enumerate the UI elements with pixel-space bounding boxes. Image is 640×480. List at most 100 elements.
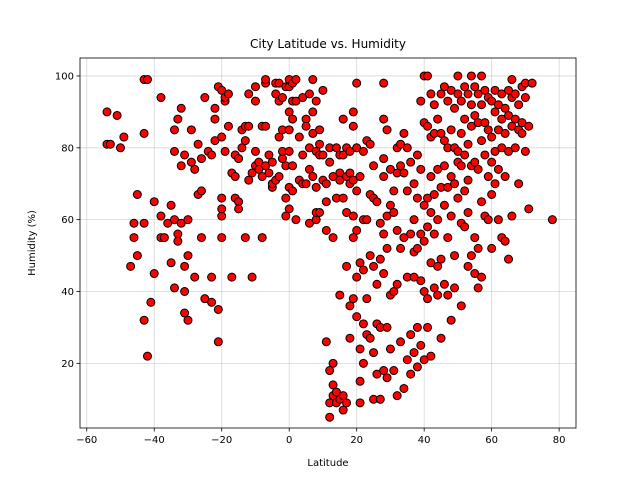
data-point bbox=[524, 204, 534, 214]
data-point bbox=[409, 272, 419, 282]
y-tick-label: 40 bbox=[61, 287, 74, 298]
data-point bbox=[439, 82, 449, 92]
data-point bbox=[433, 164, 443, 174]
x-tick-label: 80 bbox=[553, 435, 566, 446]
data-point bbox=[301, 179, 311, 189]
data-point bbox=[463, 207, 473, 217]
data-point bbox=[416, 229, 426, 239]
data-point bbox=[281, 211, 291, 221]
data-point bbox=[220, 146, 230, 156]
data-point bbox=[487, 96, 497, 106]
data-point bbox=[500, 236, 510, 246]
data-point bbox=[385, 200, 395, 210]
data-point bbox=[274, 132, 284, 142]
data-point bbox=[331, 143, 341, 153]
data-point bbox=[396, 337, 406, 347]
data-point bbox=[477, 71, 487, 81]
data-point bbox=[426, 258, 436, 268]
data-point bbox=[379, 366, 389, 376]
data-point bbox=[190, 164, 200, 174]
data-point bbox=[372, 197, 382, 207]
data-point bbox=[166, 258, 176, 268]
data-point bbox=[510, 143, 520, 153]
data-point bbox=[261, 121, 271, 131]
data-point bbox=[247, 272, 257, 282]
data-point bbox=[453, 146, 463, 156]
data-point bbox=[436, 254, 446, 264]
data-point bbox=[433, 261, 443, 271]
data-point bbox=[460, 114, 470, 124]
data-point bbox=[456, 128, 466, 138]
data-point bbox=[382, 373, 392, 383]
data-point bbox=[284, 146, 294, 156]
data-point bbox=[406, 369, 416, 379]
data-point bbox=[504, 85, 514, 95]
y-axis-ticks: 20 40 60 80 100 bbox=[55, 71, 80, 370]
data-point bbox=[429, 190, 439, 200]
data-point bbox=[500, 103, 510, 113]
data-point bbox=[119, 132, 129, 142]
data-point bbox=[369, 261, 379, 271]
data-point bbox=[311, 182, 321, 192]
data-point bbox=[477, 136, 487, 146]
data-point bbox=[362, 294, 372, 304]
data-point bbox=[446, 172, 456, 182]
data-point bbox=[517, 118, 527, 128]
data-point bbox=[439, 279, 449, 289]
data-point bbox=[520, 146, 530, 156]
x-tick-label: −60 bbox=[76, 435, 97, 446]
data-point bbox=[196, 233, 206, 243]
data-point bbox=[254, 164, 264, 174]
data-point bbox=[355, 172, 365, 182]
data-point bbox=[382, 125, 392, 135]
data-point bbox=[439, 136, 449, 146]
data-point bbox=[399, 168, 409, 178]
data-point bbox=[379, 78, 389, 88]
data-point bbox=[338, 391, 348, 401]
data-point bbox=[234, 204, 244, 214]
data-point bbox=[490, 179, 500, 189]
data-point bbox=[274, 172, 284, 182]
data-point bbox=[318, 150, 328, 160]
data-point bbox=[352, 78, 362, 88]
data-point bbox=[358, 146, 368, 156]
data-point bbox=[365, 251, 375, 261]
data-point bbox=[493, 164, 503, 174]
data-point bbox=[436, 89, 446, 99]
data-point bbox=[250, 146, 260, 156]
data-point bbox=[487, 132, 497, 142]
data-point bbox=[315, 125, 325, 135]
data-point bbox=[102, 107, 112, 117]
data-point bbox=[382, 243, 392, 253]
data-point bbox=[392, 279, 402, 289]
data-point bbox=[342, 261, 352, 271]
data-point bbox=[321, 225, 331, 235]
data-point bbox=[210, 103, 220, 113]
data-point bbox=[446, 125, 456, 135]
data-point bbox=[348, 175, 358, 185]
data-point bbox=[200, 93, 210, 103]
data-point bbox=[240, 136, 250, 146]
data-point bbox=[389, 186, 399, 196]
data-point bbox=[335, 290, 345, 300]
data-point bbox=[338, 150, 348, 160]
data-point bbox=[217, 204, 227, 214]
data-point bbox=[443, 182, 453, 192]
data-point bbox=[493, 215, 503, 225]
data-point bbox=[453, 193, 463, 203]
data-point bbox=[385, 344, 395, 354]
data-point bbox=[321, 337, 331, 347]
data-point bbox=[382, 211, 392, 221]
data-point bbox=[173, 236, 183, 246]
data-point bbox=[186, 125, 196, 135]
data-point bbox=[311, 96, 321, 106]
data-point bbox=[264, 168, 274, 178]
data-point bbox=[345, 146, 355, 156]
data-point bbox=[315, 207, 325, 217]
x-axis-ticks: −60 −40 −20 0 20 40 60 80 bbox=[76, 428, 565, 446]
data-point bbox=[385, 164, 395, 174]
data-point bbox=[443, 290, 453, 300]
data-point bbox=[493, 125, 503, 135]
data-point bbox=[416, 96, 426, 106]
data-point bbox=[183, 315, 193, 325]
